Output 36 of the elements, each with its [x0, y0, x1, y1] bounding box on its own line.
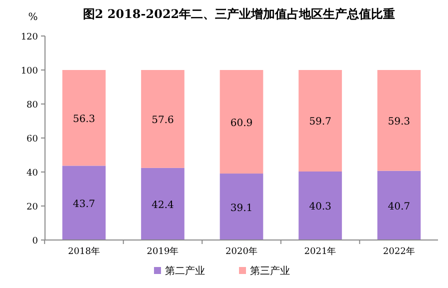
- bar: [298, 171, 342, 240]
- data-label: 42.4: [152, 200, 174, 211]
- y-tick-label: 40: [26, 168, 38, 178]
- y-tick-label: 80: [26, 100, 38, 110]
- data-label: 40.7: [388, 201, 410, 212]
- bar: [141, 70, 184, 168]
- bar: [377, 170, 421, 240]
- bar: [377, 70, 421, 171]
- data-label: 57.6: [152, 114, 174, 126]
- chart-title: 图2 2018-2022年二、三产业增加值占地区生产总值比重: [82, 7, 396, 21]
- bar: [62, 70, 106, 166]
- legend-label: 第三产业: [250, 265, 290, 277]
- x-tick-label: 2020年: [226, 246, 258, 257]
- bar: [220, 174, 264, 240]
- data-label: 59.7: [309, 116, 332, 128]
- data-label: 43.7: [72, 198, 96, 210]
- x-tick-label: 2019年: [146, 246, 179, 257]
- y-tick-label: 60: [26, 134, 38, 144]
- y-tick-label: 120: [20, 32, 38, 42]
- x-tick-label: 2021年: [304, 246, 336, 257]
- data-label: 60.9: [230, 118, 253, 129]
- data-label: 39.1: [230, 202, 253, 214]
- y-tick-label: 100: [20, 66, 38, 76]
- y-tick-label: 0: [32, 236, 38, 246]
- legend-label: 第二产业: [165, 265, 205, 277]
- data-label: 40.3: [309, 202, 332, 213]
- data-label: 59.3: [388, 116, 410, 128]
- x-tick-label: 2022年: [383, 246, 415, 257]
- bar: [62, 166, 106, 240]
- y-axis-title: %: [28, 12, 38, 23]
- x-tick-label: 2018年: [68, 246, 100, 257]
- data-label: 56.3: [72, 114, 96, 125]
- bar: [220, 70, 264, 174]
- y-tick-label: 20: [26, 202, 38, 212]
- bar: [141, 168, 184, 240]
- bar: [298, 70, 342, 172]
